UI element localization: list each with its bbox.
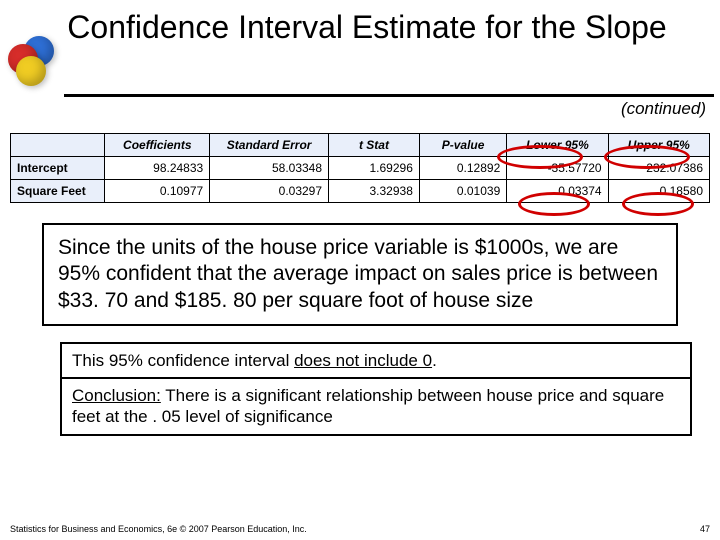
cell: -35.57720 [507, 157, 608, 180]
row-label: Square Feet [11, 180, 105, 203]
conclusion-text: There is a significant relationship betw… [72, 386, 664, 426]
continued-label: (continued) [0, 97, 720, 119]
cell: 98.24833 [105, 157, 210, 180]
table-header-empty [11, 134, 105, 157]
col-coefficients: Coefficients [105, 134, 210, 157]
col-lower-95: Lower 95% [507, 134, 608, 157]
page-title: Confidence Interval Estimate for the Slo… [64, 8, 710, 45]
cell: 0.10977 [105, 180, 210, 203]
logo [8, 36, 64, 92]
footer: Statistics for Business and Economics, 6… [10, 524, 710, 534]
header: Confidence Interval Estimate for the Slo… [0, 0, 720, 92]
cell: 0.03374 [507, 180, 608, 203]
footer-left: Statistics for Business and Economics, 6… [10, 524, 307, 534]
page-number: 47 [700, 524, 710, 534]
conclusion-box: This 95% confidence interval does not in… [60, 342, 692, 436]
cell: 232.07386 [608, 157, 709, 180]
conclusion-underlined: does not include 0 [294, 351, 432, 370]
logo-ball-yellow [16, 56, 46, 86]
cell: 3.32938 [329, 180, 420, 203]
conclusion-line1-pre: This 95% confidence interval [72, 351, 294, 370]
cell: 58.03348 [210, 157, 329, 180]
table-header-row: Coefficients Standard Error t Stat P-val… [11, 134, 710, 157]
table-row: Intercept 98.24833 58.03348 1.69296 0.12… [11, 157, 710, 180]
col-standard-error: Standard Error [210, 134, 329, 157]
cell: 0.03297 [210, 180, 329, 203]
col-p-value: P-value [419, 134, 506, 157]
stats-table-wrap: Coefficients Standard Error t Stat P-val… [10, 133, 710, 203]
cell: 0.01039 [419, 180, 506, 203]
conclusion-line-1: This 95% confidence interval does not in… [62, 344, 690, 377]
cell: 0.12892 [419, 157, 506, 180]
conclusion-line1-post: . [432, 351, 437, 370]
stats-table: Coefficients Standard Error t Stat P-val… [10, 133, 710, 203]
row-label: Intercept [11, 157, 105, 180]
conclusion-label: Conclusion: [72, 386, 161, 405]
cell: 0.18580 [608, 180, 709, 203]
cell: 1.69296 [329, 157, 420, 180]
col-t-stat: t Stat [329, 134, 420, 157]
col-upper-95: Upper 95% [608, 134, 709, 157]
conclusion-line-2: Conclusion: There is a significant relat… [62, 379, 690, 434]
interpretation-box: Since the units of the house price varia… [42, 223, 678, 326]
table-row: Square Feet 0.10977 0.03297 3.32938 0.01… [11, 180, 710, 203]
title-block: Confidence Interval Estimate for the Slo… [64, 8, 710, 45]
